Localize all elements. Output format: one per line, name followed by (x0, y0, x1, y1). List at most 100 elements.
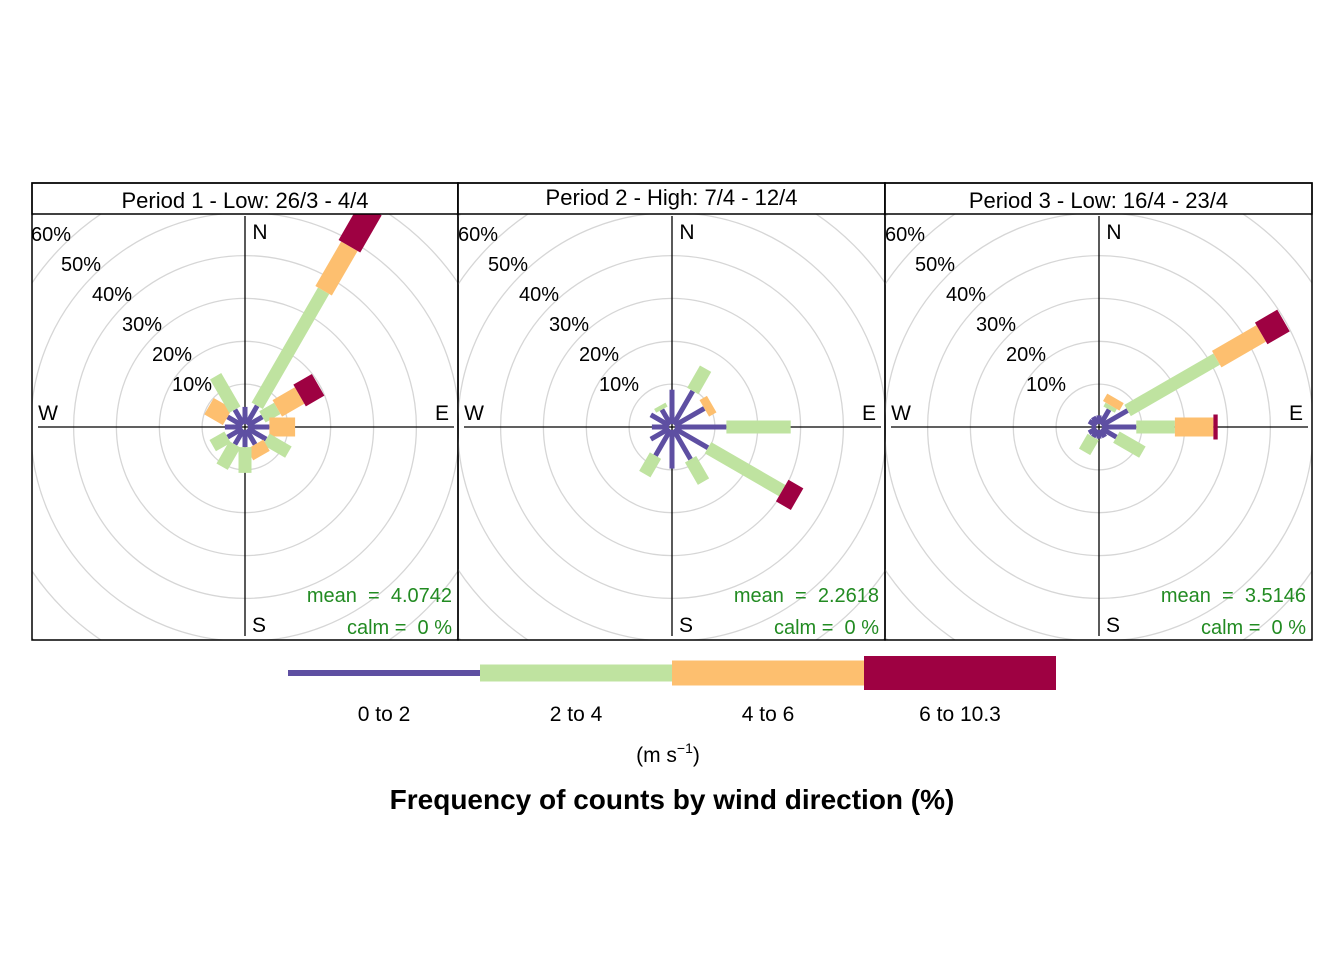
legend-key-2 (480, 664, 672, 682)
panel-title: Period 2 - High: 7/4 - 12/4 (546, 185, 798, 210)
legend-label-4: 6 to 10.3 (919, 703, 1001, 726)
radial-tick-label: 40% (946, 284, 986, 306)
spoke-60-0-to-2 (246, 414, 264, 428)
compass-s: S (679, 614, 693, 637)
spoke-150-2-to-4 (684, 456, 710, 485)
legend-key-3 (672, 660, 864, 686)
spoke-60-0-to-2 (673, 406, 706, 428)
radial-tick-label: 60% (885, 224, 925, 246)
spoke-300-0-to-2 (226, 414, 244, 428)
legend-label-1: 0 to 2 (358, 703, 411, 726)
radial-tick-label: 10% (1026, 374, 1066, 396)
compass-e: E (435, 402, 449, 425)
spoke-150-0-to-2 (671, 428, 693, 461)
mean-label: mean = 2.2618 (734, 585, 879, 607)
spoke-210-0-to-2 (232, 428, 246, 446)
spoke-300-4-to-6 (204, 397, 233, 426)
spoke-30-4-to-6 (315, 241, 358, 296)
spoke-30-2-to-4 (687, 365, 712, 395)
panel-frame (884, 182, 1313, 641)
spoke-120-6-to-10-3 (775, 479, 804, 511)
compass-e: E (1289, 402, 1303, 425)
radial-tick-label: 50% (61, 254, 101, 276)
spoke-240-0-to-2 (649, 426, 671, 442)
mean-label: mean = 3.5146 (1161, 585, 1306, 607)
spoke-120-2-to-4 (704, 442, 786, 497)
radial-tick-label: 30% (549, 314, 589, 336)
spoke-150-4-to-6 (246, 439, 270, 461)
compass-s: S (252, 614, 266, 637)
compass-w: W (464, 402, 484, 425)
spoke-30-0-to-2 (1098, 408, 1112, 426)
radial-tick-label: 20% (1006, 344, 1046, 366)
legend-units: (m s−1) (636, 740, 700, 767)
legend-key-4 (864, 656, 1056, 690)
spoke-210-2-to-4 (639, 452, 662, 478)
radial-tick-label: 10% (172, 374, 212, 396)
compass-n: N (252, 221, 267, 244)
plot-area: 10% 20% 30% 40% 50% 60% N E S W (885, 214, 1312, 640)
spoke-120-0-to-2 (246, 426, 268, 442)
spoke-60-0-to-2 (1100, 408, 1129, 428)
legend-label-3: 4 to 6 (742, 703, 795, 726)
spoke-330-2-to-4 (209, 372, 241, 413)
calm-label: calm = 0 % (774, 617, 879, 639)
legend-label-2: 2 to 4 (550, 703, 603, 726)
spoke-30-2-to-4 (1103, 402, 1117, 413)
compass-e: E (862, 402, 876, 425)
compass-s: S (1106, 614, 1120, 637)
radial-tick-label: 20% (579, 344, 619, 366)
radial-tick-label: 40% (92, 284, 132, 306)
spoke-300-0-to-2 (649, 412, 671, 428)
legend: 0 to 2 2 to 4 4 to 6 6 to 10.3 (m s−1) (288, 656, 1056, 767)
compass-w: W (38, 402, 58, 425)
plot-area: 10% 20% 30% 40% 50% 60% N E S W (458, 214, 885, 640)
radial-tick-label: 60% (31, 224, 71, 246)
panel-title: Period 3 - Low: 16/4 - 23/4 (969, 188, 1228, 213)
spoke-330-0-to-2 (232, 408, 246, 426)
panel-title: Period 1 - Low: 26/3 - 4/4 (121, 188, 368, 213)
radial-tick-label: 50% (915, 254, 955, 276)
compass-n: N (679, 221, 694, 244)
spoke-330-2-to-4 (654, 402, 668, 413)
spoke-30-4-to-6 (1102, 393, 1124, 411)
spoke-120-0-to-2 (1100, 426, 1118, 440)
radial-tick-label: 50% (488, 254, 528, 276)
spoke-120-0-to-2 (673, 426, 710, 450)
calm-label: calm = 0 % (1201, 617, 1306, 639)
spoke-240-0-to-2 (226, 426, 244, 440)
panel-strip (457, 182, 886, 215)
mean-label: mean = 4.0742 (307, 585, 452, 607)
radial-tick-label: 20% (152, 344, 192, 366)
spoke-210-2-to-4 (1078, 433, 1099, 456)
spoke-60-4-to-6 (699, 395, 717, 417)
chart-title: Frequency of counts by wind direction (%… (390, 784, 955, 815)
spoke-210-0-to-2 (653, 428, 673, 457)
radial-tick-label: 40% (519, 284, 559, 306)
legend-key-1 (288, 670, 480, 676)
calm-label: calm = 0 % (347, 617, 452, 639)
spoke-60-4-to-6 (1211, 325, 1266, 368)
spoke-30-0-to-2 (671, 389, 695, 426)
radial-tick-label: 30% (122, 314, 162, 336)
spoke-210-2-to-4 (216, 441, 241, 470)
spoke-60-2-to-4 (259, 402, 281, 423)
plot-area: 10% 20% 30% 40% 50% 60% N E S W (31, 214, 458, 640)
spoke-330-0-to-2 (1091, 415, 1100, 426)
compass-n: N (1106, 221, 1121, 244)
spoke-60-2-to-4 (1124, 353, 1220, 417)
spoke-150-0-to-2 (244, 428, 258, 446)
spoke-30-0-to-2 (244, 404, 260, 426)
radial-tick-label: 30% (976, 314, 1016, 336)
spoke-240-2-to-4 (209, 431, 231, 452)
radial-tick-label: 60% (458, 224, 498, 246)
spoke-30-6-to-10-3 (338, 214, 382, 253)
spoke-30-2-to-4 (251, 287, 330, 410)
compass-w: W (891, 402, 911, 425)
spoke-60-4-to-6 (272, 387, 305, 417)
